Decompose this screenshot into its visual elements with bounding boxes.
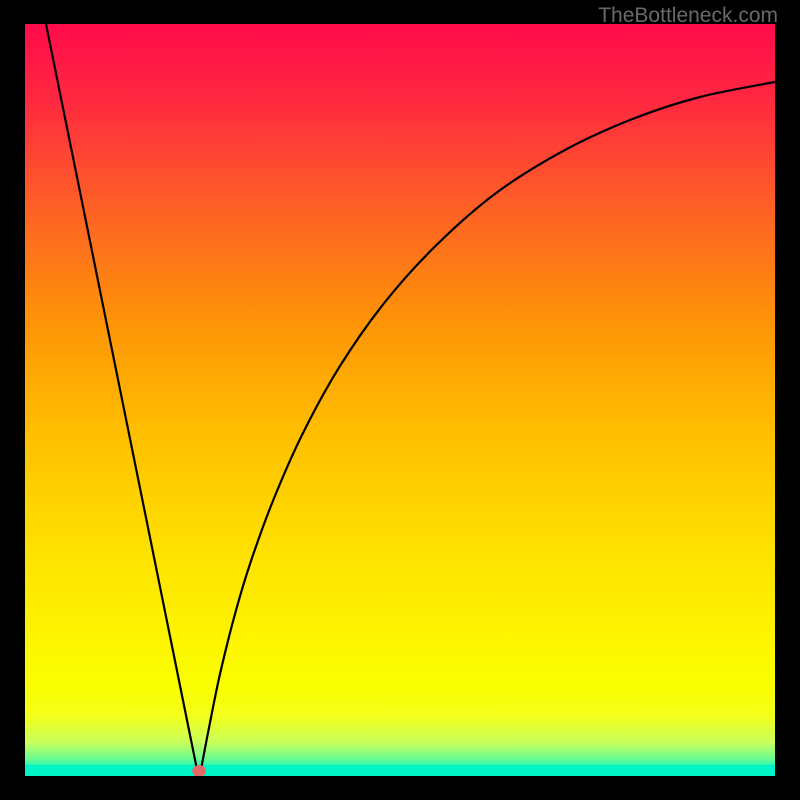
plot-area (25, 24, 775, 776)
curve-overlay (25, 24, 775, 776)
chart-frame: TheBottleneck.com (0, 0, 800, 800)
minimum-marker (192, 765, 206, 776)
